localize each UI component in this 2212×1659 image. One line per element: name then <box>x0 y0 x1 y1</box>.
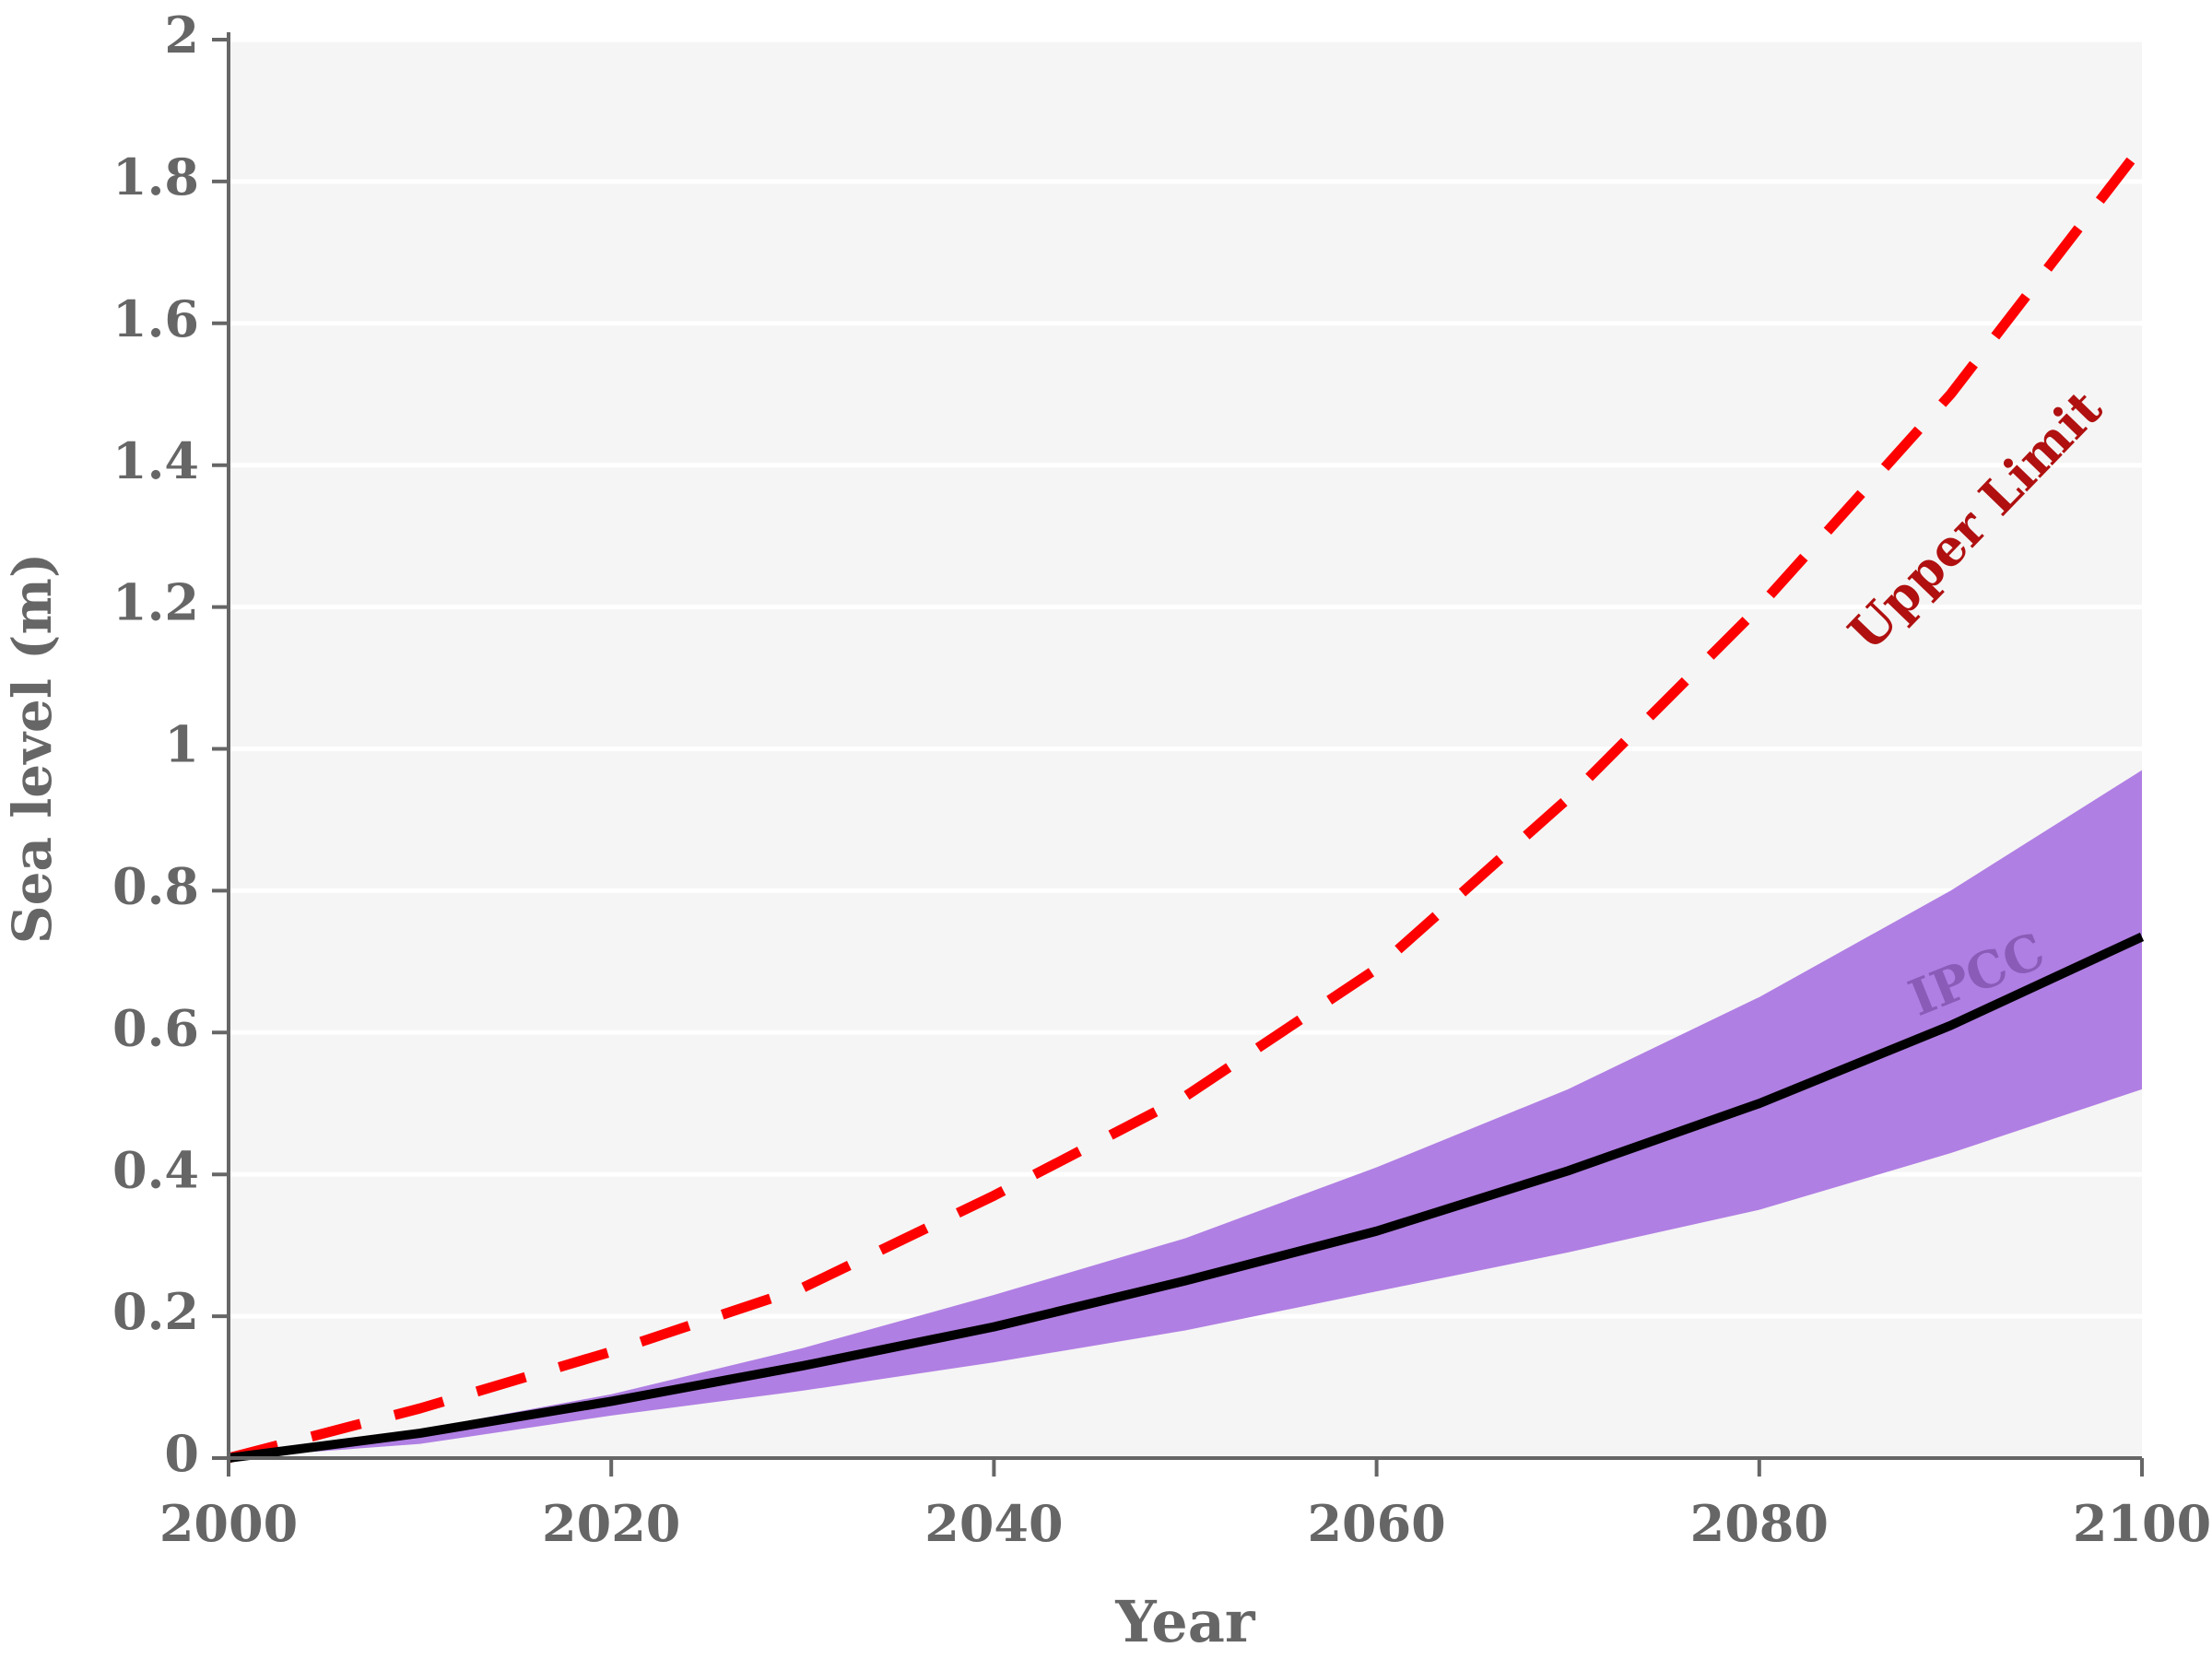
line <box>228 932 2145 1463</box>
y-tick-label: 0 <box>164 1424 199 1483</box>
y-tick-label: 0.8 <box>112 856 199 915</box>
y-tick-label: 1.6 <box>112 289 199 348</box>
x-tick-label: 2040 <box>924 1494 1063 1553</box>
x-tick-label: 2060 <box>1307 1494 1445 1553</box>
ipcc-band <box>229 770 2142 1458</box>
y-tick-label: 1.2 <box>112 573 199 632</box>
y-tick-label: 1.4 <box>112 431 199 490</box>
y-tick-label: 2 <box>164 6 199 65</box>
y-tick-label: 0.4 <box>112 1140 199 1199</box>
y-tick-label: 0.6 <box>112 998 199 1057</box>
y-tick-label: 0.2 <box>112 1282 199 1341</box>
axes: 0 0.2 0.4 0.6 0.8 1 1.2 1.4 1.6 1.8 2 2000 2020 2040 2… <box>112 6 2211 1553</box>
x-tick-label: 2100 <box>2073 1494 2211 1553</box>
y-tick-label: 1 <box>164 715 199 774</box>
y-tick-label: 1.8 <box>112 147 199 206</box>
x-tick-label: 2000 <box>159 1494 298 1553</box>
x-tick-label: 2080 <box>1690 1494 1829 1553</box>
x-tick-label: 2020 <box>542 1494 680 1553</box>
y-axis-label: Sea level (m) <box>1 553 64 945</box>
x-axis-label: Year <box>1114 1588 1255 1655</box>
